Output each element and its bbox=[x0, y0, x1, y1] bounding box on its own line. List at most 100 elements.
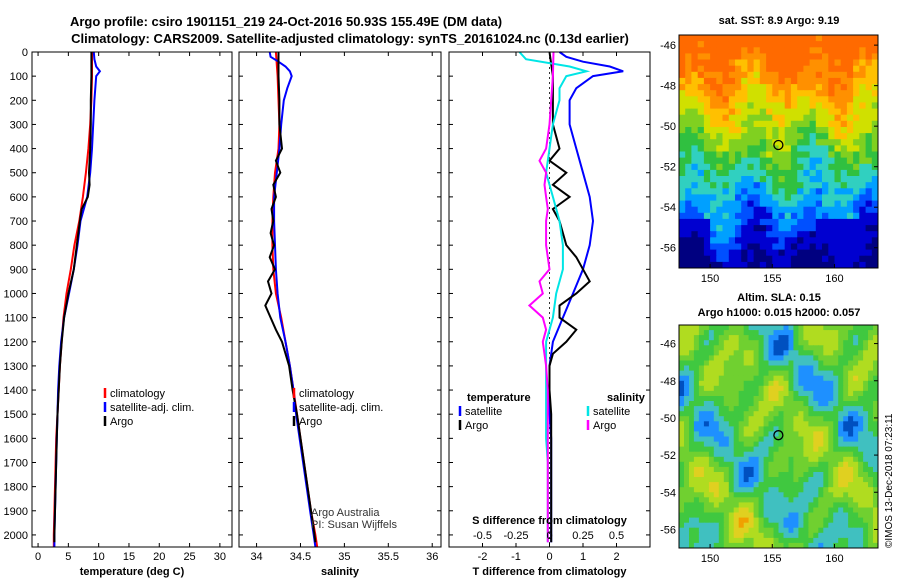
map-cell bbox=[728, 237, 736, 244]
map-cell bbox=[763, 396, 770, 402]
map-cell bbox=[858, 517, 864, 524]
map-cell bbox=[753, 188, 761, 195]
map-cell bbox=[846, 133, 854, 140]
map-cell bbox=[773, 487, 780, 493]
map-cell bbox=[685, 243, 692, 251]
map-cell bbox=[728, 416, 735, 422]
map-cell bbox=[793, 355, 799, 362]
map-cell bbox=[853, 65, 860, 73]
map-cell bbox=[735, 151, 742, 159]
map-cell bbox=[843, 390, 849, 397]
map-cell bbox=[703, 390, 710, 397]
map-cell bbox=[753, 441, 760, 448]
map-cell bbox=[758, 421, 765, 427]
map-cell bbox=[838, 522, 844, 529]
map-cell bbox=[803, 492, 809, 498]
map-cell bbox=[743, 325, 750, 331]
map-cell bbox=[748, 446, 755, 453]
map-cell bbox=[813, 426, 819, 433]
x-tick-label: 0 bbox=[546, 551, 552, 563]
map-cell bbox=[865, 133, 873, 140]
map-cell bbox=[808, 456, 814, 463]
map-cell bbox=[833, 426, 839, 433]
map-cell bbox=[741, 163, 748, 171]
map-cell bbox=[766, 151, 773, 159]
map-cell bbox=[747, 84, 755, 91]
map-cell bbox=[698, 396, 705, 402]
map-cell bbox=[822, 139, 829, 146]
map-cell bbox=[703, 482, 710, 488]
map-cell bbox=[728, 188, 736, 195]
map-cell bbox=[828, 406, 834, 412]
map-cell bbox=[679, 492, 685, 498]
map-cell bbox=[778, 522, 785, 529]
map-cell bbox=[858, 406, 864, 412]
map-cell bbox=[833, 466, 839, 473]
map-cell bbox=[871, 114, 878, 122]
map-cell bbox=[784, 200, 792, 208]
map-cell bbox=[743, 502, 750, 509]
map-cell bbox=[784, 139, 792, 146]
map-cell bbox=[743, 527, 750, 534]
map-cell bbox=[808, 487, 814, 493]
map-cell bbox=[693, 380, 700, 387]
map-cell bbox=[728, 53, 736, 61]
map-cell bbox=[873, 416, 878, 422]
map-cell bbox=[685, 249, 692, 257]
map-cell bbox=[788, 365, 795, 372]
map-cell bbox=[858, 502, 864, 509]
map-cell bbox=[763, 426, 770, 433]
map-cell bbox=[716, 127, 724, 134]
map-cell bbox=[840, 77, 848, 85]
map-cell bbox=[809, 53, 817, 61]
map-cell bbox=[747, 65, 755, 73]
map-cell bbox=[753, 411, 760, 417]
map-cell bbox=[718, 406, 725, 412]
map-cell bbox=[689, 401, 695, 407]
map-cell bbox=[858, 370, 864, 377]
map-cell bbox=[713, 385, 720, 392]
map-cell bbox=[735, 59, 742, 67]
map-cell bbox=[798, 537, 804, 544]
map-cell bbox=[735, 157, 742, 165]
map-cell bbox=[822, 77, 829, 85]
map-cell bbox=[783, 390, 790, 397]
map-cell bbox=[797, 114, 804, 122]
map-cell bbox=[768, 461, 775, 468]
map-cell bbox=[718, 517, 725, 524]
map-cell bbox=[743, 355, 750, 362]
map-cell bbox=[723, 522, 730, 529]
map-cell bbox=[679, 451, 685, 458]
map-cell bbox=[822, 41, 829, 48]
map-cell bbox=[718, 477, 725, 483]
map-cell bbox=[773, 350, 780, 356]
map-cell bbox=[710, 47, 717, 54]
map-cell bbox=[809, 151, 817, 159]
map-cell bbox=[703, 370, 710, 377]
map-cell bbox=[848, 355, 854, 362]
map-cell bbox=[728, 345, 735, 351]
map-cell bbox=[713, 325, 720, 331]
map-cell bbox=[843, 502, 849, 509]
map-cell bbox=[871, 84, 878, 91]
map-cell bbox=[773, 542, 780, 548]
map-cell bbox=[790, 249, 798, 257]
map-cell bbox=[778, 77, 786, 85]
map-cell bbox=[784, 84, 792, 91]
map-cell bbox=[743, 406, 750, 412]
map-cell bbox=[803, 194, 811, 202]
map-cell bbox=[722, 182, 730, 189]
map-cell bbox=[828, 537, 834, 544]
map-cell bbox=[766, 225, 773, 232]
map-cell bbox=[828, 375, 834, 382]
map-cell bbox=[853, 169, 860, 177]
map-cell bbox=[698, 472, 705, 478]
map-cell bbox=[865, 127, 873, 134]
map-cell bbox=[833, 461, 839, 468]
map-cell bbox=[838, 492, 844, 498]
map-cell bbox=[722, 35, 730, 42]
map-cell bbox=[733, 436, 740, 443]
map-cell bbox=[818, 466, 824, 473]
map-cell bbox=[772, 71, 780, 79]
map-cell bbox=[684, 350, 690, 356]
